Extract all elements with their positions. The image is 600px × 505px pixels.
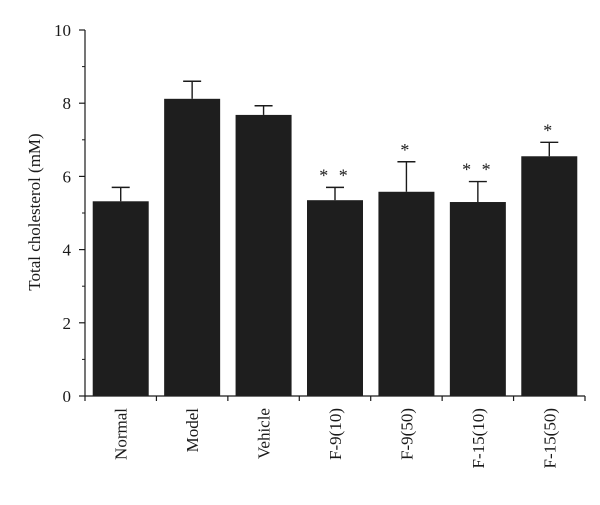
error-bar	[183, 80, 202, 99]
bar-normal	[92, 201, 149, 396]
x-tick-label: F-9(10)	[326, 408, 345, 460]
y-tick-label: 2	[63, 314, 72, 333]
bar-vehicle	[235, 114, 292, 397]
y-tick-label: 6	[63, 167, 72, 186]
error-bar	[540, 141, 559, 157]
bar-f-9-10	[307, 200, 363, 396]
x-tick-labels: Normal Model Vehicle F-9(10) F-9(50) F-15(10)…	[112, 408, 560, 469]
x-tick-label: Model	[183, 408, 202, 453]
error-bar	[326, 186, 344, 201]
x-tick-label: F-9(50)	[397, 408, 416, 460]
y-ticks: 0 2 4 6 8 10	[54, 21, 85, 406]
x-tick-label: Normal	[112, 408, 131, 460]
error-bars	[111, 80, 559, 203]
significance-marker: *	[543, 120, 555, 140]
y-tick-label: 10	[54, 21, 71, 40]
significance-annotations: * * * * * *	[319, 120, 555, 185]
error-bar	[254, 105, 273, 115]
x-tick-label: F-15(50)	[540, 408, 559, 468]
y-tick-label: 4	[63, 241, 72, 260]
error-bar	[468, 180, 487, 203]
significance-marker: * *	[319, 165, 351, 185]
x-tick-label: Vehicle	[255, 408, 274, 459]
y-tick-label: 0	[63, 387, 72, 406]
bar-f-15-10	[449, 202, 506, 396]
significance-marker: *	[400, 140, 412, 160]
error-bar	[397, 161, 416, 192]
bar-f-9-50	[378, 191, 435, 396]
bar-model	[164, 98, 221, 397]
y-tick-label: 8	[63, 94, 72, 113]
y-axis-label: Total cholesterol (mM)	[25, 133, 44, 290]
bars	[92, 98, 578, 397]
bar-f-15-50	[521, 156, 578, 396]
error-bar	[111, 186, 130, 202]
significance-marker: * *	[462, 160, 494, 180]
x-tick-label: F-15(10)	[469, 408, 488, 468]
